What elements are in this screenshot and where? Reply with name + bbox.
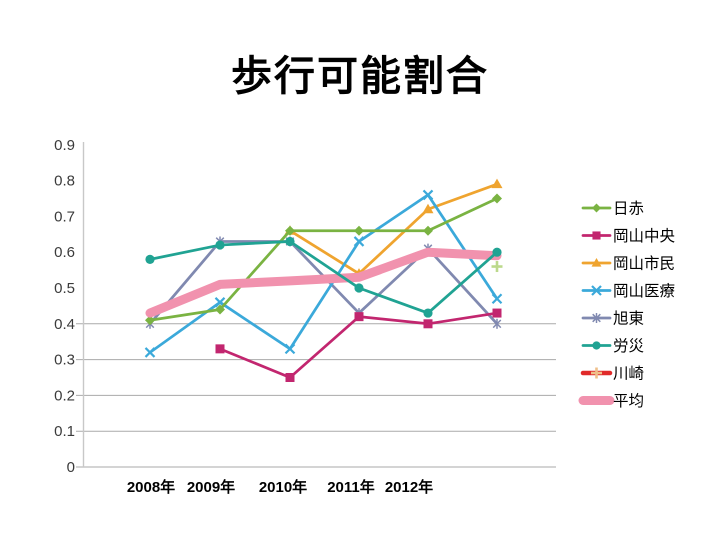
legend-label: 川崎: [613, 365, 644, 383]
series-marker-square: [592, 231, 601, 240]
legend-label: 旭東: [613, 310, 644, 328]
legend-label: 労災: [613, 337, 644, 355]
series-marker-circle: [354, 283, 364, 293]
series-marker-diamond: [285, 225, 295, 236]
series-marker-x: [591, 285, 602, 296]
y-tick-label: 0.4: [54, 316, 75, 333]
page-title: 歩行可能割合: [231, 53, 489, 99]
y-tick-label: 0.7: [54, 208, 75, 225]
series-marker-triangle: [422, 203, 434, 214]
legend-label: 岡山市民: [613, 255, 675, 273]
series-marker-circle: [592, 341, 601, 350]
series-marker-diamond: [592, 203, 601, 213]
x-tick-label: 2012年: [385, 478, 433, 496]
x-tick-label: 2008年: [127, 478, 175, 496]
series-marker-square: [492, 308, 502, 318]
y-tick-label: 0.3: [54, 352, 75, 369]
y-tick-label: 0.9: [54, 137, 75, 154]
y-tick-label: 0.6: [54, 244, 75, 261]
y-tick-label: 0.8: [54, 173, 75, 190]
series-marker-x: [353, 236, 365, 247]
series-marker-circle: [492, 247, 502, 257]
series-marker-diamond: [492, 193, 502, 204]
series-marker-x: [491, 293, 503, 305]
series-marker-diamond: [215, 304, 225, 315]
series-marker-triangle: [591, 258, 602, 267]
series-marker-circle: [285, 236, 295, 247]
series-line-岡山医療: [148, 193, 499, 354]
legend-label: 岡山中央: [613, 227, 676, 245]
legend-label: 岡山医療: [613, 282, 676, 300]
series-line-岡山中央: [218, 311, 499, 379]
y-tick-label: 0.5: [54, 280, 75, 297]
series-marker-x: [422, 189, 434, 201]
series-marker-diamond: [354, 225, 364, 236]
series-marker-square: [285, 373, 295, 382]
x-tick-label: 2009年: [187, 478, 235, 496]
legend-label: 日赤: [613, 200, 644, 218]
series-marker-circle: [145, 254, 155, 264]
series-marker-square: [215, 344, 225, 354]
series-line-岡山市民: [288, 182, 499, 276]
y-tick-label: 0: [67, 459, 75, 476]
series-marker-square: [354, 312, 364, 322]
series-line-日赤: [148, 197, 499, 322]
series-marker-diamond: [423, 225, 433, 236]
series-marker-square: [423, 319, 433, 329]
x-tick-label: 2010年: [259, 478, 307, 496]
series-line-労災: [148, 240, 499, 315]
series-marker-asterisk: [592, 313, 601, 323]
series-line-平均: [145, 247, 502, 318]
series-marker-x: [144, 347, 156, 358]
series-marker-x: [214, 297, 226, 308]
series-marker-circle: [215, 240, 225, 250]
y-tick-label: 0.1: [54, 423, 75, 440]
series-marker-diamond: [145, 315, 155, 326]
x-tick-label: 2011年: [327, 478, 375, 496]
series-marker-circle: [423, 308, 433, 318]
series-marker-triangle: [491, 178, 503, 189]
series-marker-asterisk: [492, 319, 502, 329]
legend-label: 平均: [613, 392, 644, 410]
y-tick-label: 0.2: [54, 387, 75, 404]
series-marker-x: [284, 343, 296, 355]
